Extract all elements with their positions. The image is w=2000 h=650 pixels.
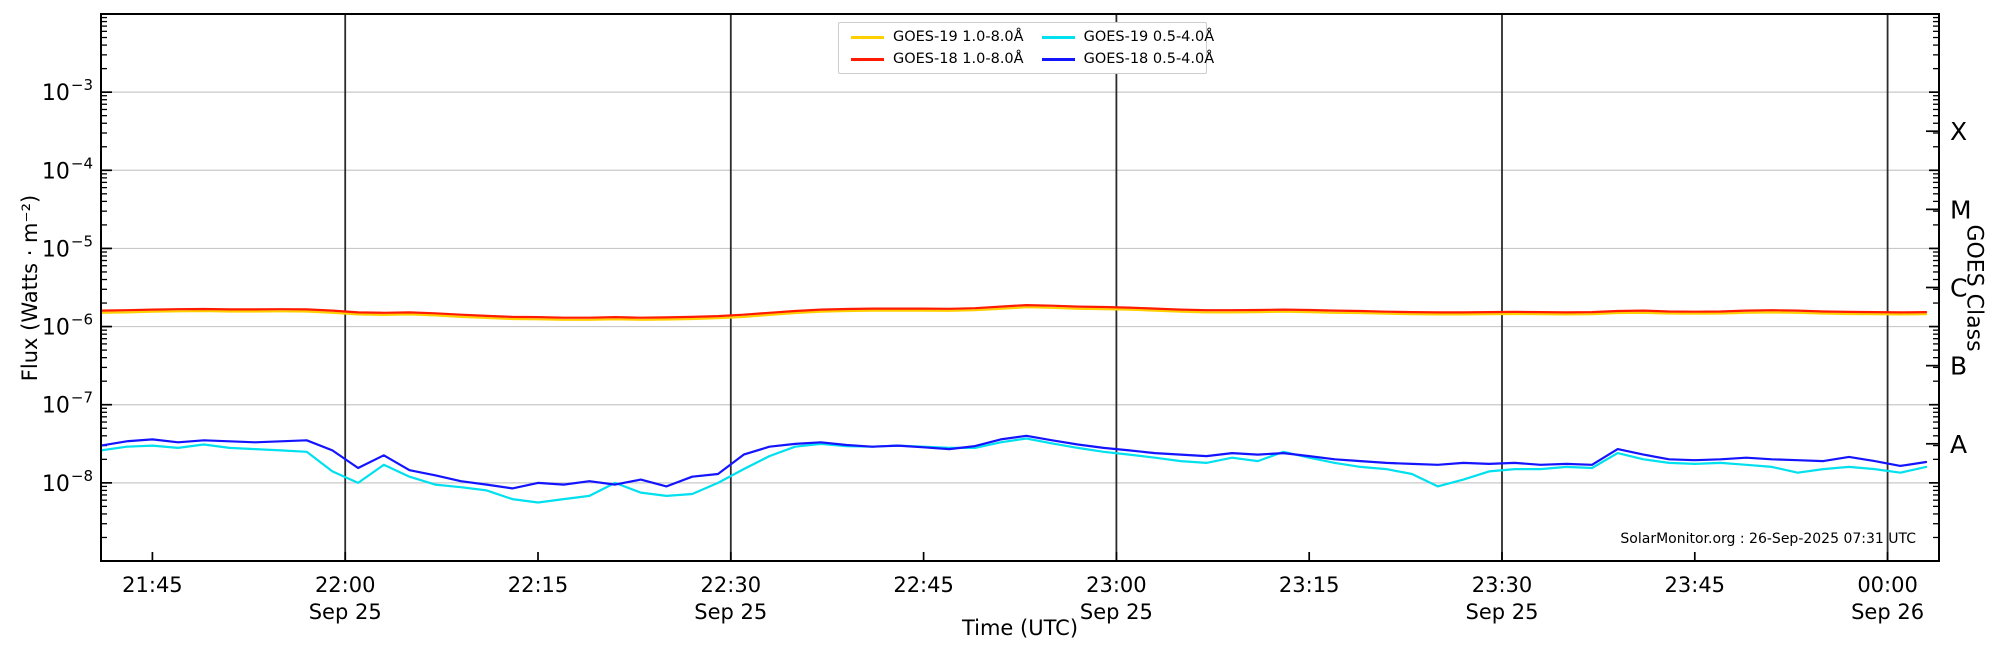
series-line-1 bbox=[101, 304, 1928, 319]
legend-swatch-goes19-long bbox=[851, 35, 884, 39]
legend-swatch-goes18-long bbox=[851, 57, 884, 61]
series-line-3 bbox=[101, 434, 1928, 490]
right-axis-label: GOES Class bbox=[1961, 224, 1987, 352]
series-lines bbox=[101, 304, 1928, 504]
legend-swatch-goes19-short bbox=[1041, 35, 1075, 39]
goes-class-label: C bbox=[1950, 274, 1967, 303]
legend-item-goes19-long: GOES-19 1.0-8.0Å bbox=[851, 29, 1024, 45]
series-line-2 bbox=[101, 437, 1928, 504]
y-tick-labels: 10−3 10−4 10−5 10−6 10−7 10−8 bbox=[42, 76, 93, 497]
x-tick-label: 23:30 bbox=[1472, 573, 1533, 597]
halfhour-gridlines bbox=[344, 14, 1889, 561]
goes-class-label: X bbox=[1950, 117, 1967, 146]
x-tick-label: 22:15 bbox=[508, 573, 569, 597]
legend-item-goes19-short: GOES-19 0.5-4.0Å bbox=[1041, 29, 1215, 45]
x-tick-label: 23:00 bbox=[1086, 573, 1147, 597]
legend-label: GOES-18 1.0-8.0Å bbox=[893, 51, 1024, 67]
y-tick-label: 10−4 bbox=[42, 154, 93, 184]
legend: GOES-19 1.0-8.0Å GOES-18 1.0-8.0Å GOES-1… bbox=[838, 22, 1214, 74]
x-tick-labels: 21:45 22:00 Sep 25 22:15 22:30 Sep 25 22:45 23:… bbox=[122, 573, 1924, 624]
series-line-0 bbox=[101, 306, 1928, 321]
decade-gridlines bbox=[101, 91, 1939, 484]
x-tick-label: 00:00 bbox=[1857, 573, 1918, 597]
x-tick-date-label: Sep 25 bbox=[1466, 600, 1539, 624]
x-tick-date-label: Sep 25 bbox=[1080, 600, 1153, 624]
y-tick-label: 10−8 bbox=[42, 467, 93, 497]
x-tick-label: 23:45 bbox=[1665, 573, 1726, 597]
plot-frame bbox=[100, 13, 1940, 562]
x-tick-date-label: Sep 25 bbox=[309, 600, 382, 624]
legend-item-goes18-long: GOES-18 1.0-8.0Å bbox=[851, 51, 1024, 67]
goes-class-label: M bbox=[1950, 195, 1972, 224]
x-tick-label: 21:45 bbox=[122, 573, 183, 597]
goes-class-label: B bbox=[1950, 352, 1967, 381]
x-tick-label: 22:30 bbox=[701, 573, 762, 597]
x-tick-label: 22:45 bbox=[893, 573, 954, 597]
x-tick-label: 22:00 bbox=[315, 573, 376, 597]
legend-item-goes18-short: GOES-18 0.5-4.0Å bbox=[1041, 51, 1215, 67]
y-tick-label: 10−3 bbox=[42, 76, 93, 106]
legend-swatch-goes18-short bbox=[1041, 57, 1075, 61]
legend-label: GOES-19 1.0-8.0Å bbox=[893, 29, 1024, 45]
legend-label: GOES-19 0.5-4.0Å bbox=[1083, 29, 1215, 45]
y-tick-label: 10−6 bbox=[42, 311, 93, 341]
axis-ticks bbox=[101, 16, 1939, 561]
watermark-text: SolarMonitor.org : 26-Sep-2025 07:31 UTC bbox=[1620, 531, 1916, 547]
y-axis-label: Flux (Watts · m⁻²) bbox=[18, 194, 42, 382]
x-tick-label: 23:15 bbox=[1279, 573, 1340, 597]
goes-class-label: A bbox=[1950, 430, 1967, 459]
x-tick-date-label: Sep 25 bbox=[694, 600, 767, 624]
x-axis-label: Time (UTC) bbox=[961, 616, 1079, 640]
y-tick-label: 10−7 bbox=[42, 389, 93, 419]
goes-class-labels: X M C B A bbox=[1950, 117, 1972, 459]
x-tick-date-label: Sep 26 bbox=[1851, 600, 1924, 624]
y-tick-label: 10−5 bbox=[42, 232, 93, 262]
legend-label: GOES-18 0.5-4.0Å bbox=[1083, 51, 1215, 67]
